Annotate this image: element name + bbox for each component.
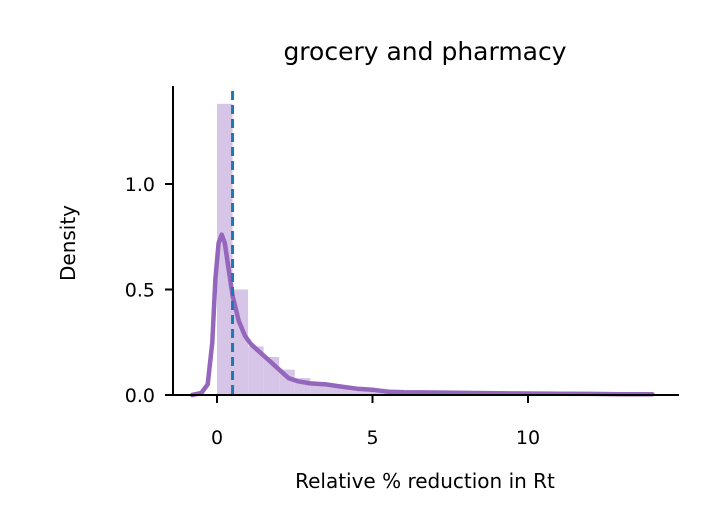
kde-layer <box>189 232 655 398</box>
y-tick-label: 0.0 <box>125 385 155 407</box>
y-ticks: 0.0 0.5 1.0 <box>125 174 173 407</box>
x-tick-label: 0 <box>211 427 223 449</box>
x-ticks: 0 5 10 <box>211 395 540 449</box>
y-tick-label: 0.5 <box>125 280 155 302</box>
x-axis-label: Relative % reduction in Rt <box>295 469 555 493</box>
chart-title: grocery and pharmacy <box>283 37 566 66</box>
histogram-bar <box>248 346 264 395</box>
x-tick-label: 10 <box>516 427 540 449</box>
histogram-bar <box>341 386 357 395</box>
y-axis-label: Density <box>56 205 80 281</box>
histogram-bar <box>325 384 342 395</box>
x-tick-label: 5 <box>366 427 378 449</box>
kde-line <box>189 232 655 398</box>
histogram-bars <box>217 103 653 395</box>
y-tick-label: 1.0 <box>125 174 155 196</box>
